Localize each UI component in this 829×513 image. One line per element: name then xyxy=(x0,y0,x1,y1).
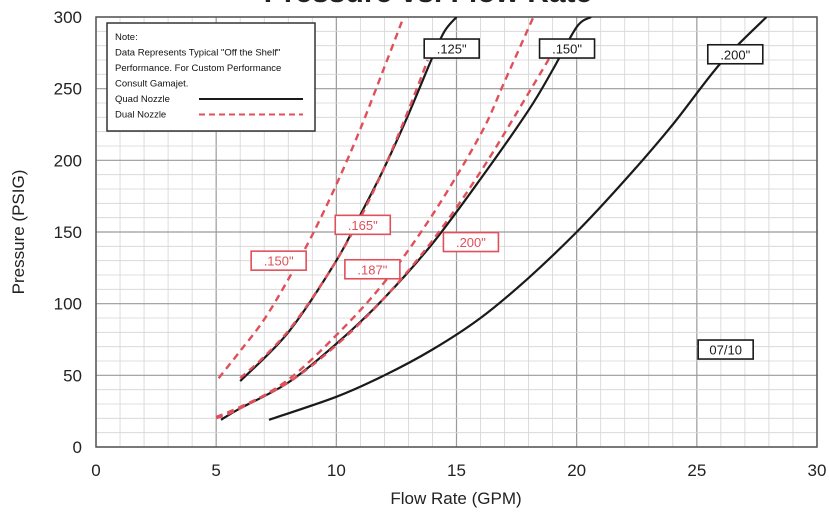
curve-label-text: .125" xyxy=(437,42,467,57)
curve-label-box xyxy=(538,38,596,59)
legend-entry-label: Quad Nozzle xyxy=(115,94,170,105)
legend-note-line: Data Represents Typical "Off the Shelf" xyxy=(115,48,280,59)
curve-label-text: .150" xyxy=(264,254,294,269)
legend-entry-label: Dual Nozzle xyxy=(115,110,166,121)
dual-nozzle-curve xyxy=(239,59,429,380)
curve-labels: .125" .150" .200" .165" .150" .187" .200" 07/10 xyxy=(250,38,764,360)
curve-label-box xyxy=(442,231,500,253)
dual-nozzle-curve xyxy=(215,17,535,420)
x-tick-label: 25 xyxy=(687,461,706,480)
curve-label-text: .200" xyxy=(456,235,486,250)
y-tick-label: 100 xyxy=(54,295,82,314)
legend-box xyxy=(106,22,316,132)
curve-label-box xyxy=(706,43,764,65)
dual-nozzle-curve xyxy=(217,17,405,379)
curve-label-box xyxy=(697,339,754,360)
x-tick-label: 10 xyxy=(327,461,346,480)
curve-label-text: 07/10 xyxy=(709,343,742,358)
chart-title: Pressure vs. Flow Rate xyxy=(264,0,592,9)
legend: Note: Data Represents Typical "Off the Sh… xyxy=(106,22,316,132)
x-tick-label: 15 xyxy=(447,461,466,480)
dual-nozzle-curve xyxy=(215,52,554,419)
y-tick-label: 50 xyxy=(63,366,82,385)
x-tick-label: 20 xyxy=(567,461,586,480)
y-tick-label: 150 xyxy=(54,223,82,242)
x-tick-label: 5 xyxy=(211,461,220,480)
x-tick-label: 30 xyxy=(808,461,827,480)
legend-note-line: Consult Gamajet. xyxy=(115,79,188,90)
curve-label-text: .187" xyxy=(357,262,387,277)
curve-label-text: .150" xyxy=(552,42,582,57)
legend-note-line: Performance. For Custom Performance xyxy=(115,63,281,74)
curve-label-text: .165" xyxy=(348,218,378,233)
y-tick-label: 300 xyxy=(54,8,82,27)
y-tick-label: 0 xyxy=(73,438,82,457)
quad-nozzle-curve xyxy=(268,17,768,421)
curve-label-text: .200" xyxy=(720,47,750,62)
legend-note-line: Note: xyxy=(115,32,138,43)
series-group xyxy=(215,17,768,421)
y-tick-label: 200 xyxy=(54,151,82,170)
y-axis-label: Pressure (PSIG) xyxy=(9,170,28,295)
curve-label-box xyxy=(344,258,401,280)
x-axis-label: Flow Rate (GPM) xyxy=(390,489,521,508)
curve-label-box xyxy=(423,38,480,59)
y-tick-label: 250 xyxy=(54,80,82,99)
curve-label-box xyxy=(334,214,392,236)
x-tick-label: 0 xyxy=(91,461,100,480)
curve-label-box xyxy=(250,250,307,271)
quad-nozzle-curve xyxy=(220,17,592,421)
